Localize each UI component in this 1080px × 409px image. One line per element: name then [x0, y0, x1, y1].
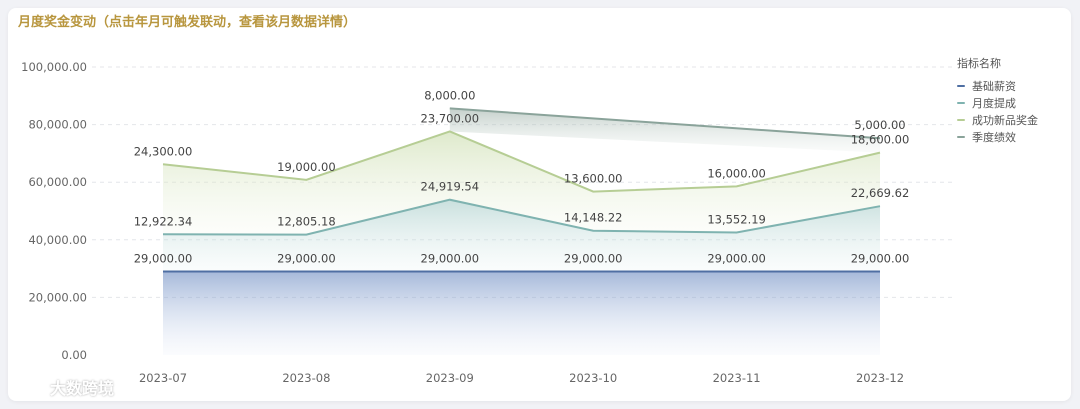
data-label: 29,000.00 [851, 251, 910, 265]
x-tick-label: 2023-09 [426, 371, 474, 385]
series-area [163, 199, 880, 272]
data-label: 13,600.00 [564, 172, 623, 186]
data-label: 24,919.54 [421, 180, 480, 194]
y-tick-label: 20,000.00 [28, 290, 87, 304]
watermark-logo-icon [19, 379, 43, 395]
data-label: 19,000.00 [277, 160, 336, 174]
data-label: 8,000.00 [424, 88, 475, 102]
y-tick-label: 40,000.00 [28, 233, 87, 247]
x-tick-label: 2023-07 [139, 371, 187, 385]
legend-label: 季度绩效 [972, 130, 1016, 144]
legend-item[interactable]: 月度提成 [957, 94, 1038, 111]
y-tick-label: 60,000.00 [28, 175, 87, 189]
watermark-text: 大数跨境 [50, 379, 115, 398]
data-label: 29,000.00 [277, 251, 336, 265]
data-label: 12,922.34 [134, 214, 193, 228]
chart-title: 月度奖金变动（点击年月可触发联动，查看该月数据详情） [18, 15, 357, 30]
data-label: 29,000.00 [707, 251, 766, 265]
x-tick-label: 2023-08 [282, 371, 330, 385]
legend-label: 基础薪资 [972, 79, 1016, 93]
y-tick-label: 100,000.00 [21, 60, 87, 74]
legend-swatch [957, 101, 965, 104]
legend-item[interactable]: 基础薪资 [957, 77, 1038, 94]
legend-label: 月度提成 [972, 96, 1016, 110]
series-line [449, 107, 881, 140]
x-tick-label: 2023-12 [856, 371, 904, 385]
data-label: 29,000.00 [134, 251, 193, 265]
data-label: 13,552.19 [707, 212, 766, 226]
legend-item[interactable]: 季度绩效 [957, 128, 1038, 145]
legend-swatch [957, 84, 965, 87]
legend-swatch [957, 118, 965, 121]
watermark: 大数跨境 [18, 375, 114, 399]
legend-item[interactable]: 成功新品奖金 [957, 111, 1038, 128]
legend: 指标名称 基础薪资月度提成成功新品奖金 季度绩效 [957, 55, 1038, 145]
x-tick-label: 2023-11 [713, 371, 761, 385]
legend-swatch [957, 135, 965, 138]
data-label: 29,000.00 [421, 251, 480, 265]
series-area [449, 108, 880, 153]
x-tick-label: 2023-10 [569, 371, 617, 385]
y-tick-label: 0.00 [61, 348, 87, 362]
data-label: 23,700.00 [421, 111, 480, 125]
data-label: 12,805.18 [277, 215, 336, 229]
data-label: 22,669.62 [851, 186, 910, 200]
series-line [162, 198, 881, 236]
y-tick-label: 80,000.00 [28, 118, 87, 132]
legend-label: 成功新品奖金 [972, 113, 1038, 127]
data-label: 18,600.00 [851, 133, 910, 147]
data-label: 29,000.00 [564, 251, 623, 265]
series-area [163, 271, 880, 355]
data-label: 5,000.00 [854, 118, 905, 132]
data-label: 24,300.00 [134, 144, 193, 158]
data-label: 14,148.22 [564, 211, 623, 225]
series-area [163, 131, 880, 235]
legend-title: 指标名称 [957, 57, 1001, 70]
series-line [162, 130, 881, 193]
data-label: 16,000.00 [707, 166, 766, 180]
